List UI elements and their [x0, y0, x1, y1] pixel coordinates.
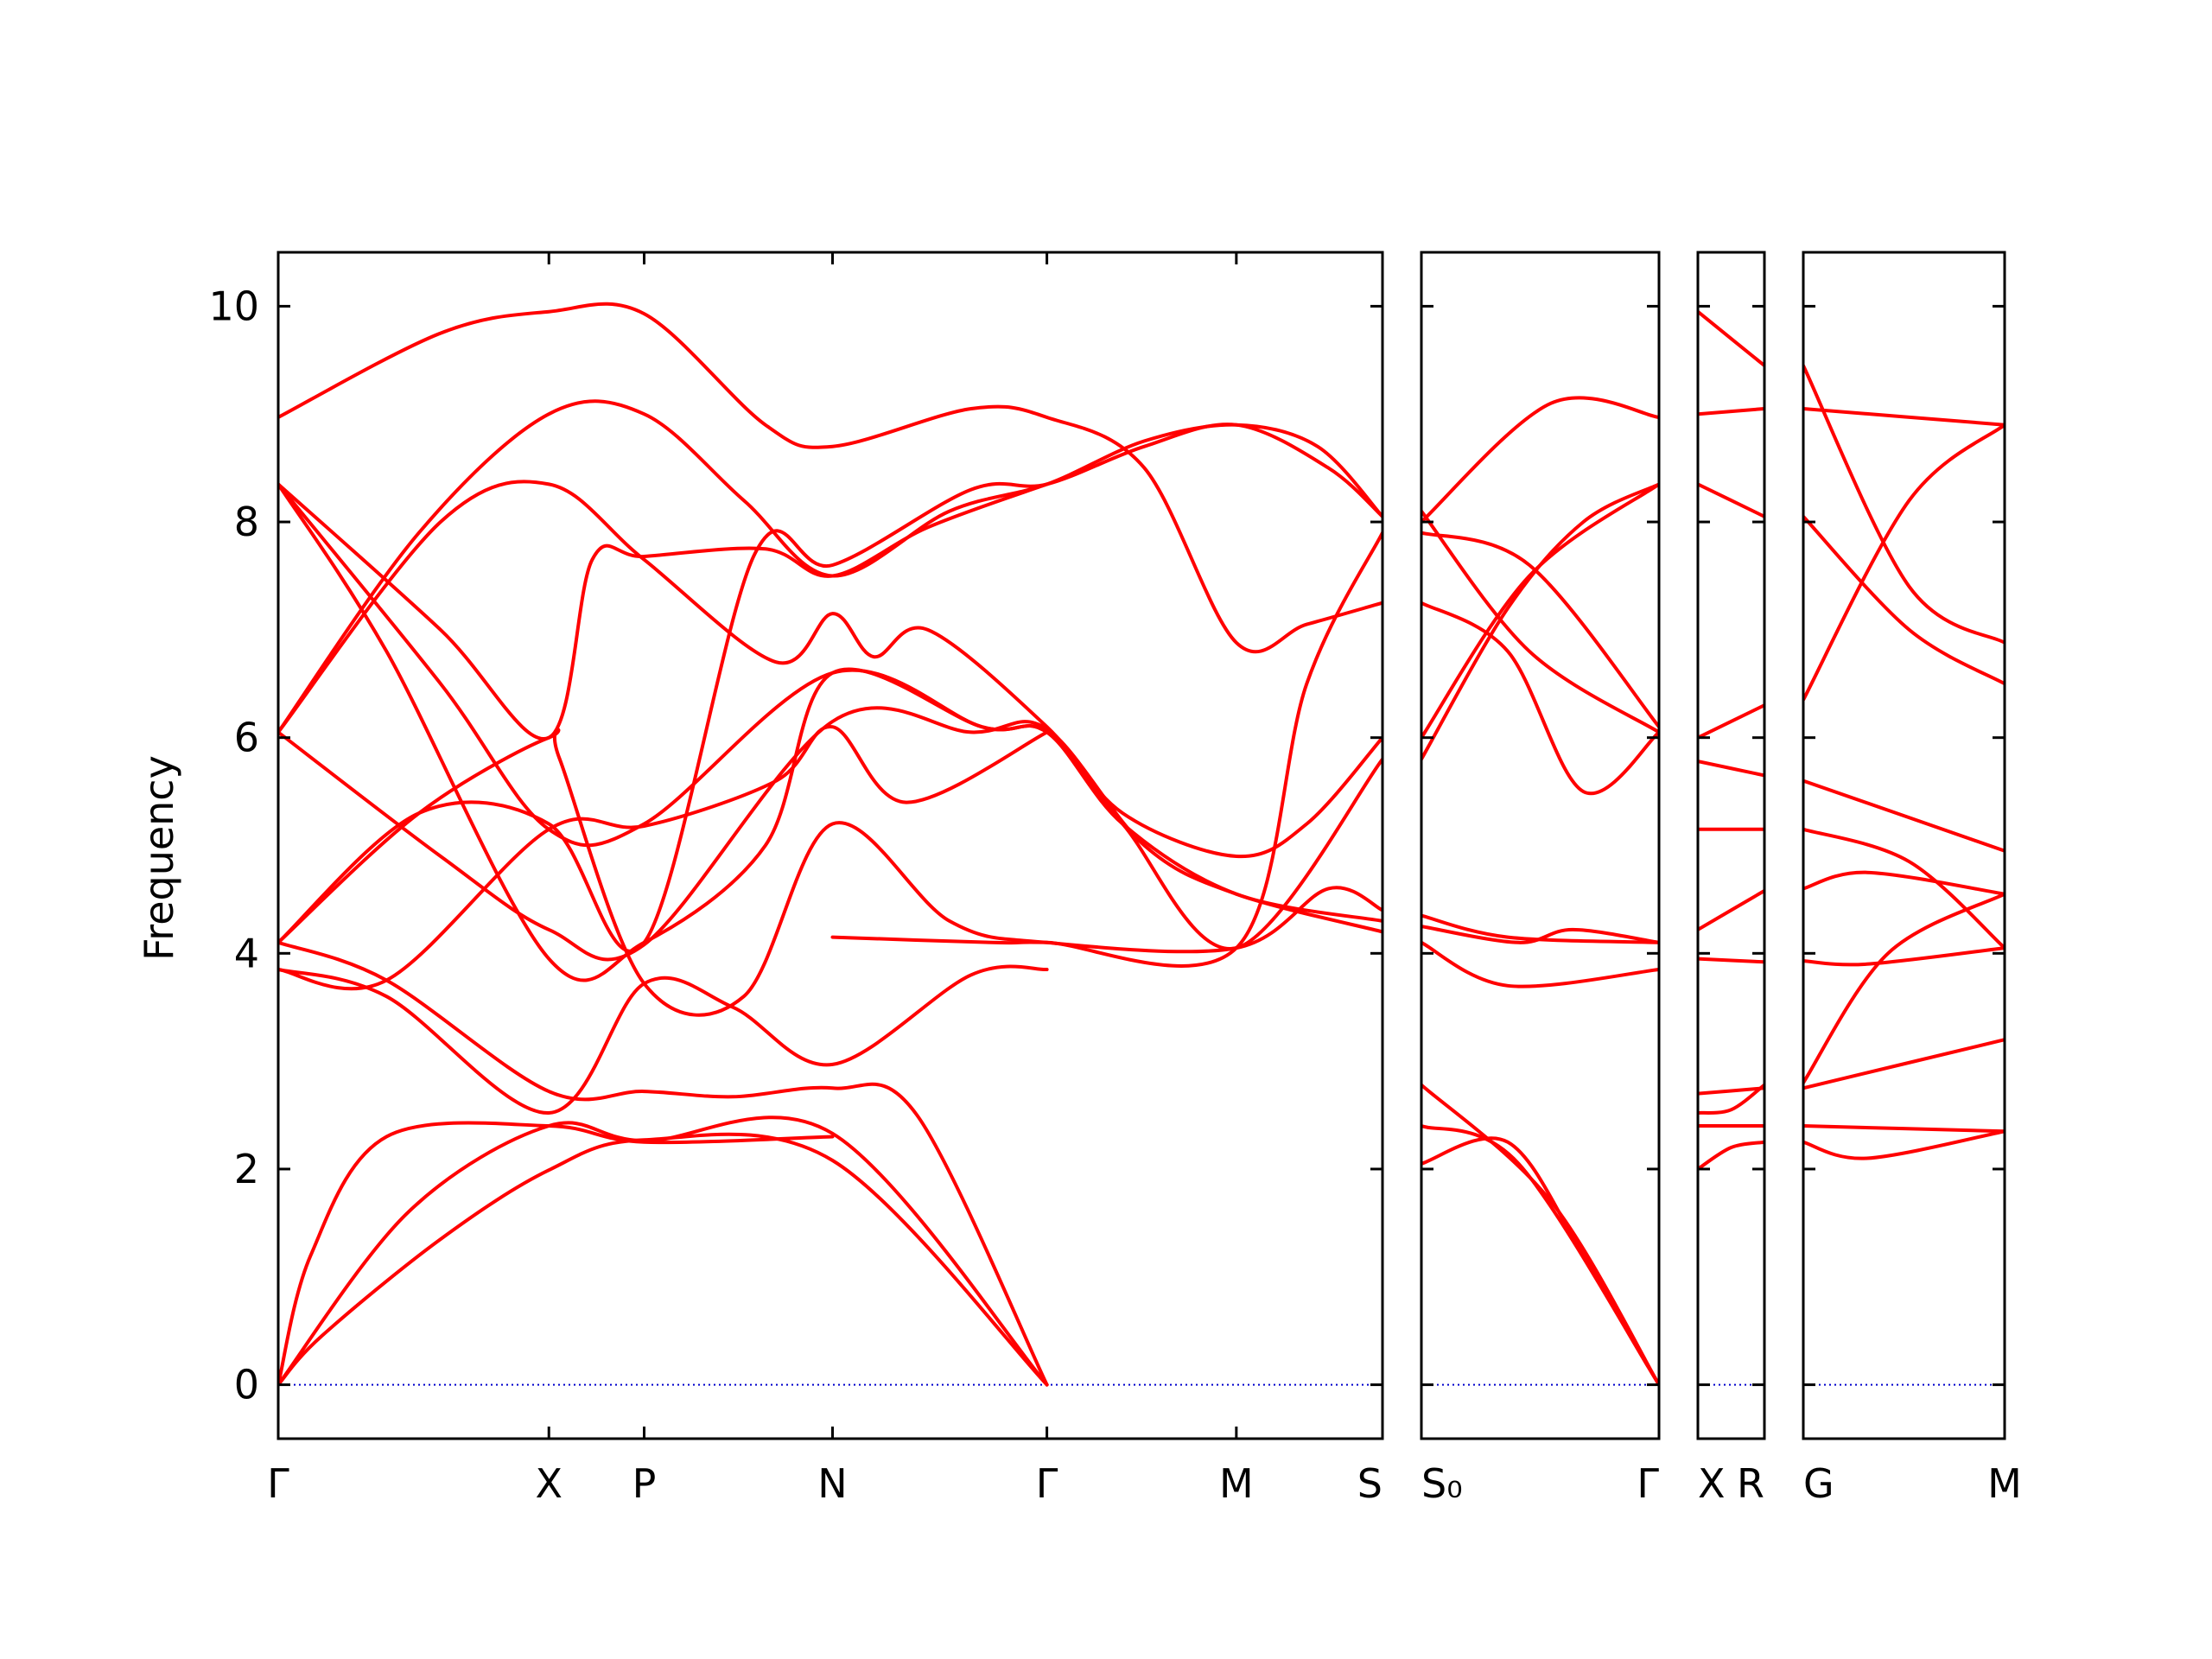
band-line-7	[278, 728, 1382, 1017]
y-tick-label: 4	[234, 930, 259, 976]
y-tick-label: 10	[208, 283, 259, 329]
band-line-9	[1698, 703, 1764, 740]
bands-group	[1698, 309, 1764, 1171]
band-line-11	[1698, 407, 1764, 416]
band-line-8	[1421, 601, 1659, 796]
y-tick-label: 6	[234, 715, 259, 761]
band-line-12	[1803, 364, 2005, 645]
band-line-12	[1421, 531, 1659, 729]
band-line-10	[1698, 482, 1764, 518]
band-line-2	[1421, 1124, 1659, 1387]
panel-frame	[276, 251, 1384, 1440]
x-tick-label: X	[535, 1460, 563, 1507]
band-line-10	[1421, 509, 1659, 734]
panel-frame	[1802, 251, 2006, 1440]
x-tick-label: Γ	[1637, 1460, 1659, 1507]
band-line-2	[278, 1116, 1049, 1387]
y-tick-label: 2	[234, 1146, 259, 1192]
x-tick-label: M	[1219, 1460, 1254, 1507]
band-line-10	[1803, 514, 2005, 686]
band-line-8	[1803, 779, 2005, 853]
band-line-15	[278, 725, 1049, 991]
band-line-1	[1698, 1140, 1764, 1171]
band-line-7	[1803, 827, 2005, 950]
band-line-16	[830, 531, 1382, 968]
band-line-9	[278, 480, 1382, 859]
band-line-4	[1421, 940, 1659, 988]
x-tick-label: R	[1737, 1460, 1764, 1507]
band-line-12	[1698, 309, 1764, 368]
band-line-4	[1698, 1086, 1764, 1096]
band-line-6	[1421, 913, 1659, 944]
x-tick-label: M	[1987, 1460, 2022, 1507]
band-line-5	[1803, 946, 2005, 967]
x-tick-label: N	[817, 1460, 847, 1507]
band-line-3	[1421, 1083, 1659, 1387]
band-line-6	[278, 706, 1382, 962]
band-line-9	[1421, 396, 1659, 524]
y-tick-label: 8	[234, 499, 259, 545]
band-line-4	[278, 964, 1049, 1116]
band-line-6	[1803, 870, 2005, 896]
x-tick-label: G	[1803, 1460, 1834, 1507]
x-tick-label: Γ	[1036, 1460, 1058, 1507]
band-line-9	[1803, 423, 2005, 702]
band-line-13	[278, 423, 1382, 953]
band-line-14	[278, 482, 1049, 741]
band-line-12	[278, 482, 1382, 923]
x-tick-label: S₀	[1421, 1460, 1463, 1507]
band-line-3	[278, 1121, 835, 1387]
band-line-3	[1803, 1038, 2005, 1090]
band-line-1	[278, 1132, 1049, 1387]
band-line-1	[1803, 1129, 2005, 1160]
band-line-5	[1421, 925, 1659, 944]
band-line-1	[1421, 1136, 1659, 1387]
x-tick-label: P	[632, 1460, 657, 1507]
band-line-4	[1803, 892, 2005, 1085]
band-line-11	[1803, 407, 2005, 427]
y-axis-title: Frequency	[136, 755, 182, 961]
x-tick-label: X	[1698, 1460, 1726, 1507]
bands-group	[278, 302, 1382, 1387]
band-line-11	[1421, 482, 1659, 740]
panel-frame	[1696, 251, 1766, 1440]
band-line-6	[1698, 888, 1764, 931]
band-line-2	[1803, 1124, 2005, 1134]
band-line-5	[278, 940, 1049, 1387]
panel-1: 0 2 4 6 8 10 Γ X P N Γ M S	[208, 251, 1384, 1507]
panel-2: S₀ Γ	[1420, 251, 1661, 1507]
band-line-3	[1698, 1083, 1764, 1115]
x-tick-label: S	[1357, 1460, 1382, 1507]
panel-frame	[1420, 251, 1661, 1440]
y-tick-label: 0	[234, 1362, 259, 1408]
bands-group	[1421, 396, 1659, 1387]
band-line-11	[278, 302, 1382, 654]
x-tick-label: Γ	[267, 1460, 289, 1507]
band-line-8	[278, 482, 1382, 982]
bands-group	[1803, 364, 2005, 1160]
band-line-5	[1698, 957, 1764, 964]
band-line-8	[1698, 760, 1764, 778]
